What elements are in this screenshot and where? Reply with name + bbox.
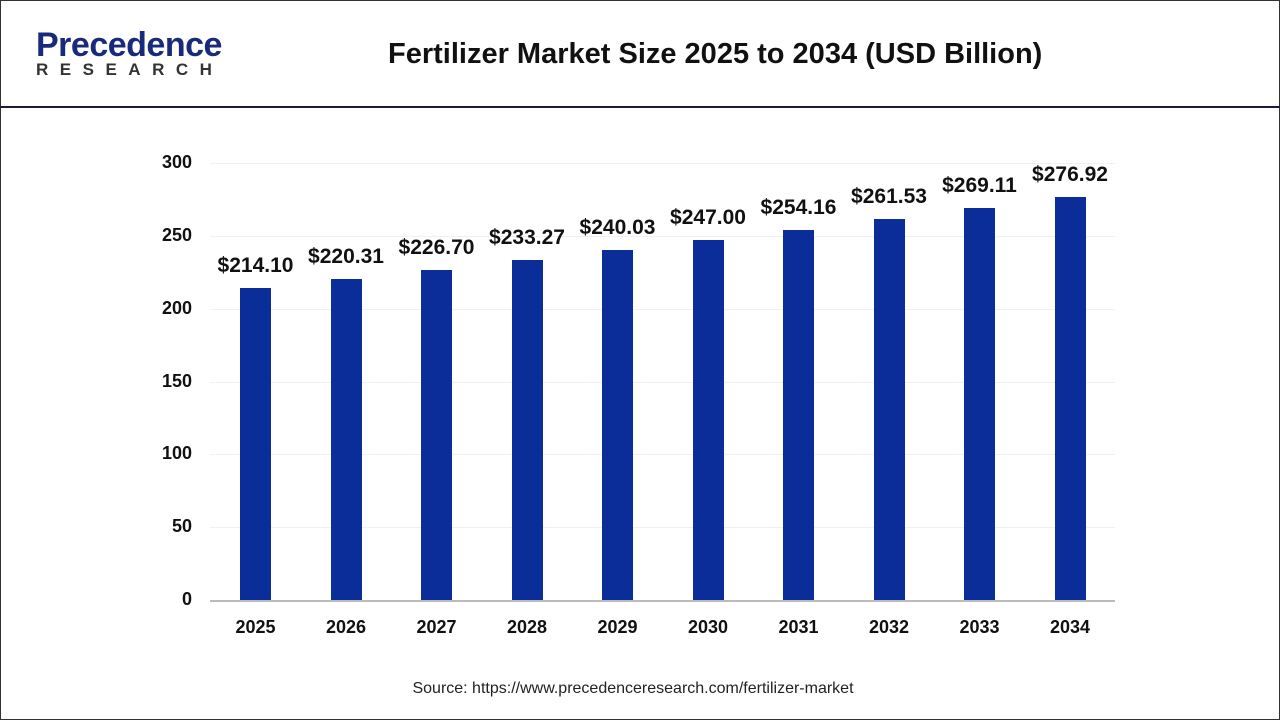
gridline — [210, 527, 1115, 529]
x-tick-label: 2031 — [778, 617, 819, 637]
bar-2032[interactable] — [873, 219, 905, 600]
bar-2029[interactable] — [602, 250, 633, 600]
precedence-research-logo: Precedence RESEARCH — [30, 26, 230, 86]
data-label: $261.53 — [851, 185, 927, 209]
bar-chart: 0 50 100 150 200 250 300 $214.10 2025 $220.31 2026… — [0, 108, 1280, 720]
data-label: $269.11 — [942, 173, 1017, 197]
data-label: $214.10 — [217, 254, 294, 278]
bar-2031[interactable] — [783, 229, 814, 600]
gridline — [210, 308, 1115, 310]
gridline — [210, 163, 1115, 164]
x-tick-label: 2025 — [235, 617, 276, 637]
x-tick-label: 2030 — [687, 617, 729, 637]
bar-2025[interactable] — [240, 288, 271, 600]
data-label: $254.16 — [760, 195, 837, 219]
gridline — [210, 235, 1115, 237]
data-label: $276.92 — [1032, 162, 1108, 186]
y-tick-label: 50 — [171, 516, 192, 537]
bar-2027[interactable] — [421, 269, 452, 600]
y-tick-label: 300 — [161, 152, 192, 172]
x-tick-label: 2032 — [868, 617, 910, 637]
gridline — [210, 381, 1115, 383]
x-tick-label: 2028 — [506, 617, 548, 637]
logo-subtitle: RESEARCH — [36, 60, 224, 79]
data-label: $226.70 — [398, 235, 475, 259]
x-tick-label: 2034 — [1049, 617, 1091, 637]
x-tick-label: 2027 — [416, 617, 457, 637]
y-tick-label: 200 — [161, 297, 192, 318]
y-tick-label: 100 — [161, 443, 192, 464]
x-tick-label: 2033 — [959, 617, 1000, 637]
y-tick-label: 150 — [161, 370, 192, 391]
source-note: Source: https://www.precedenceresearch.c… — [412, 680, 854, 697]
x-axis-line — [210, 600, 1115, 602]
data-label: $233.27 — [489, 226, 565, 250]
chart-title: Fertilizer Market Size 2025 to 2034 (USD… — [388, 38, 1043, 70]
logo-wordmark: Precedence — [36, 26, 222, 64]
bar-2033[interactable] — [964, 207, 995, 600]
data-label: $247.00 — [670, 206, 746, 230]
header: Precedence RESEARCH Fertilizer Market Si… — [0, 0, 1280, 108]
bar-2026[interactable] — [330, 279, 362, 600]
y-tick-label: 250 — [161, 224, 192, 245]
data-label: $220.31 — [308, 245, 384, 269]
data-label: $240.03 — [579, 216, 656, 240]
bar-2030[interactable] — [692, 240, 724, 600]
x-tick-label: 2029 — [597, 617, 638, 637]
x-tick-label: 2026 — [325, 617, 367, 637]
bar-2034[interactable] — [1054, 196, 1086, 600]
gridline — [210, 454, 1115, 456]
bar-2028[interactable] — [511, 260, 543, 600]
y-tick-label: 0 — [181, 589, 192, 609]
